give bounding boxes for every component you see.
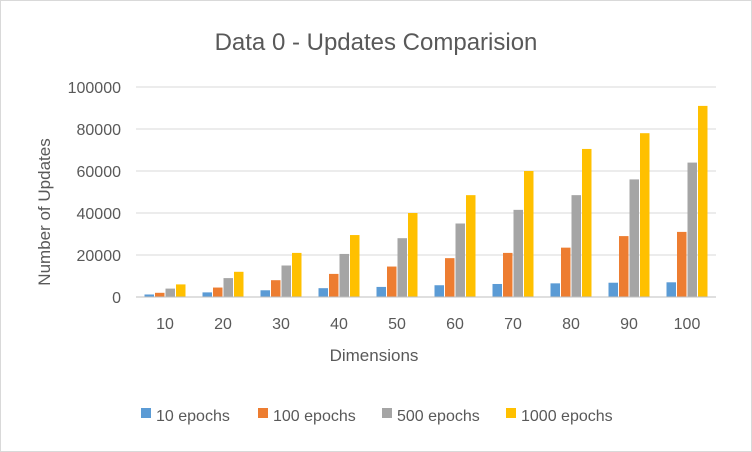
x-tick-label: 40: [330, 316, 348, 333]
legend-swatch: [506, 408, 516, 418]
bar-500-epochs-50: [397, 238, 407, 297]
bar-100-epochs-100: [677, 231, 687, 297]
bar-10-epochs-50: [376, 286, 386, 297]
x-axis-ticks: 10 20 30 40 50 60 70 80 90 100: [156, 316, 700, 333]
y-axis-label: Number of Updates: [35, 138, 54, 285]
bar-500-epochs-70: [513, 209, 523, 297]
bar-500-epochs-40: [339, 253, 349, 297]
bar-500-epochs-20: [223, 278, 233, 297]
bar-500-epochs-80: [571, 195, 581, 297]
y-tick-label: 0: [112, 290, 121, 307]
bar-10-epochs-60: [434, 285, 444, 297]
x-tick-label: 10: [156, 316, 174, 333]
bar-100-epochs-70: [503, 252, 513, 297]
bar-1000-epochs-80: [582, 148, 592, 297]
bar-1000-epochs-10: [176, 284, 186, 297]
bar-100-epochs-30: [271, 280, 281, 297]
x-tick-label: 70: [504, 316, 522, 333]
bar-500-epochs-30: [281, 265, 291, 297]
legend-label: 1000 epochs: [521, 408, 613, 425]
bar-500-epochs-90: [629, 179, 639, 297]
x-tick-label: 100: [674, 316, 701, 333]
bar-10-epochs-40: [318, 288, 328, 297]
bar-1000-epochs-100: [698, 105, 708, 298]
bar-100-epochs-60: [445, 258, 455, 297]
bar-500-epochs-100: [687, 162, 697, 297]
bar-500-epochs-10: [165, 288, 175, 297]
x-tick-label: 90: [620, 316, 638, 333]
y-tick-label: 100000: [68, 80, 121, 97]
legend: 10 epochs 100 epochs 500 epochs 1000 epochs: [141, 408, 613, 425]
y-tick-label: 40000: [77, 206, 122, 223]
chart-title: Data 0 - Updates Comparision: [215, 29, 538, 56]
bar-10-epochs-80: [550, 283, 560, 297]
bar-1000-epochs-40: [350, 235, 360, 297]
bar-10-epochs-20: [202, 292, 212, 297]
bar-500-epochs-60: [455, 223, 465, 297]
legend-label: 10 epochs: [156, 408, 230, 425]
y-tick-label: 20000: [77, 248, 122, 265]
bar-1000-epochs-50: [408, 213, 418, 297]
bar-100-epochs-40: [329, 273, 339, 297]
x-tick-label: 50: [388, 316, 406, 333]
bar-100-epochs-20: [213, 287, 223, 297]
bar-1000-epochs-70: [524, 171, 534, 297]
legend-swatch: [141, 408, 151, 418]
bar-1000-epochs-90: [640, 133, 650, 297]
bars: [144, 105, 708, 298]
bar-100-epochs-90: [619, 236, 629, 297]
y-tick-label: 80000: [77, 122, 122, 139]
y-tick-label: 60000: [77, 164, 122, 181]
bar-1000-epochs-30: [292, 252, 302, 297]
bar-1000-epochs-20: [234, 271, 244, 297]
bar-10-epochs-10: [144, 294, 154, 297]
bar-100-epochs-10: [155, 292, 165, 297]
x-tick-label: 80: [562, 316, 580, 333]
x-tick-label: 30: [272, 316, 290, 333]
legend-label: 100 epochs: [273, 408, 356, 425]
legend-swatch: [258, 408, 268, 418]
y-axis-ticks: 0 20000 40000 60000 80000 100000: [68, 80, 121, 307]
x-tick-label: 20: [214, 316, 232, 333]
bar-10-epochs-30: [260, 290, 270, 297]
x-tick-label: 60: [446, 316, 464, 333]
x-axis-label: Dimensions: [330, 346, 419, 365]
bar-1000-epochs-60: [466, 195, 476, 297]
bar-10-epochs-70: [492, 283, 502, 297]
legend-swatch: [382, 408, 392, 418]
bar-100-epochs-50: [387, 266, 397, 297]
bar-10-epochs-90: [608, 282, 618, 297]
bar-100-epochs-80: [561, 247, 571, 297]
legend-label: 500 epochs: [397, 408, 480, 425]
bar-10-epochs-100: [666, 282, 676, 297]
gridlines: [136, 86, 716, 256]
